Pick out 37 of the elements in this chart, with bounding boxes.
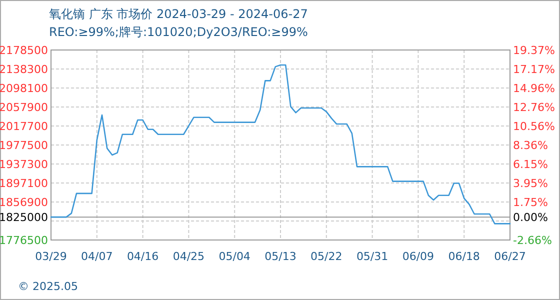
- chart-title: 氧化镝 广东 市场价 2024-03-29 - 2024-06-27: [49, 7, 308, 21]
- y-tick-label: 1897100: [0, 177, 48, 190]
- x-tick-label: 04/07: [81, 250, 113, 263]
- y-tick-label: 1977500: [0, 139, 48, 152]
- x-tick-label: 06/27: [494, 250, 526, 263]
- y2-tick-label: 8.36%: [513, 138, 548, 152]
- y-tick-label: 1937300: [0, 158, 48, 171]
- x-tick-label: 06/18: [448, 250, 480, 263]
- x-tick-label: 05/22: [310, 250, 342, 263]
- y-tick-label: 1776500: [0, 234, 48, 247]
- y2-tick-label: 12.76%: [513, 101, 555, 114]
- y-tick-label: 1856900: [0, 196, 48, 209]
- y-tick-label: 1825000: [0, 211, 48, 224]
- line-series: [50, 64, 511, 224]
- y-tick-label: 2017700: [0, 120, 48, 133]
- x-tick-label: 03/29: [35, 250, 67, 263]
- x-tick-label: 04/16: [126, 250, 159, 263]
- y2-tick-label: 1.75%: [513, 196, 548, 209]
- y-tick-label: 2138300: [0, 63, 48, 76]
- y2-tick-label: 17.17%: [513, 62, 555, 76]
- y-tick-label: 2057900: [0, 101, 48, 114]
- y2-tick-label: 14.96%: [513, 82, 555, 96]
- y-tick-label: 2098100: [0, 82, 48, 95]
- chart-subtitle: REO:≥99%;牌号:101020;Dy2O3/REO:≥99%: [49, 25, 308, 39]
- x-tick-label: 04/25: [172, 250, 205, 263]
- y2-tick-label: 10.56%: [513, 120, 555, 133]
- y2-tick-label: 6.15%: [513, 158, 548, 172]
- text: © 2025.05: [18, 280, 78, 293]
- x-tick-label: 05/04: [218, 250, 250, 263]
- y2-tick-label: -2.66%: [513, 234, 552, 247]
- y2-tick-label: 19.37%: [513, 44, 555, 57]
- y-tick-label: 2178500: [0, 44, 48, 57]
- x-tick-label: 06/09: [402, 250, 434, 263]
- x-tick-label: 05/13: [264, 250, 296, 263]
- x-tick-label: 05/31: [356, 250, 388, 263]
- y2-tick-label: 3.95%: [513, 176, 548, 190]
- y2-tick-label: 0.00%: [513, 211, 548, 224]
